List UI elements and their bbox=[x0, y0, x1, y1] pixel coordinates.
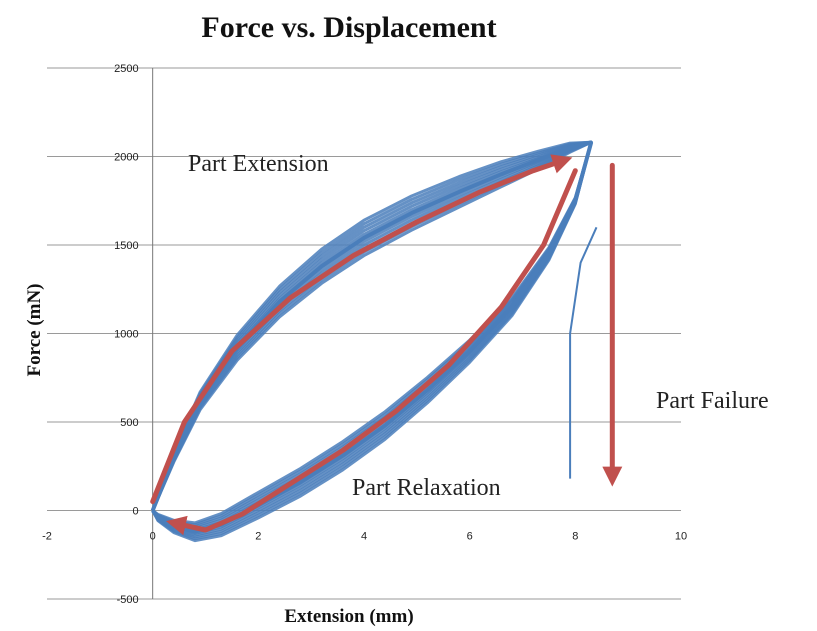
y-axis-label: Force (mN) bbox=[24, 283, 45, 376]
x-tick-label-2: 2 bbox=[255, 531, 261, 543]
annotation-part-relaxation: Part Relaxation bbox=[352, 475, 501, 501]
series-cycle-6 bbox=[151, 140, 593, 528]
y-tick-label-1: 2000 bbox=[114, 152, 138, 164]
series-line-0 bbox=[150, 140, 592, 512]
x-tick-label-5: 8 bbox=[572, 531, 578, 543]
arrow-relaxation bbox=[165, 168, 578, 536]
x-tick-label-4: 6 bbox=[467, 531, 473, 543]
arrow-extension bbox=[150, 154, 573, 505]
y-tick-label-3: 1000 bbox=[114, 329, 138, 341]
series-cycle-5 bbox=[151, 140, 593, 530]
series-cycle-10 bbox=[151, 140, 593, 525]
series-cycle-4 bbox=[151, 140, 593, 532]
series-failure-trace bbox=[569, 226, 598, 479]
annotation-arrows bbox=[150, 154, 623, 536]
tick-labels: 2500 2000 1500 1000 500 0 -500 -2 0 2 4 6 8 10 bbox=[42, 63, 687, 606]
y-tick-label-0: 2500 bbox=[114, 63, 138, 75]
series-cycle-3 bbox=[151, 140, 593, 534]
y-tick-label-5: 0 bbox=[133, 506, 139, 518]
x-tick-label-3: 4 bbox=[361, 531, 367, 543]
y-tick-label-2: 1500 bbox=[114, 240, 138, 252]
chart-title: Force vs. Displacement bbox=[201, 11, 496, 44]
x-tick-label-1: 0 bbox=[150, 531, 156, 543]
x-axis-label: Extension (mm) bbox=[284, 606, 413, 627]
y-tick-label-6: -500 bbox=[117, 594, 139, 606]
x-tick-label-0: -2 bbox=[42, 531, 52, 543]
x-tick-label-6: 10 bbox=[675, 531, 687, 543]
annotation-part-extension: Part Extension bbox=[188, 151, 329, 177]
series-line-1 bbox=[151, 141, 594, 534]
annotation-part-failure: Part Failure bbox=[656, 388, 769, 414]
grid-lines bbox=[47, 67, 681, 600]
y-tick-label-4: 500 bbox=[120, 417, 138, 429]
